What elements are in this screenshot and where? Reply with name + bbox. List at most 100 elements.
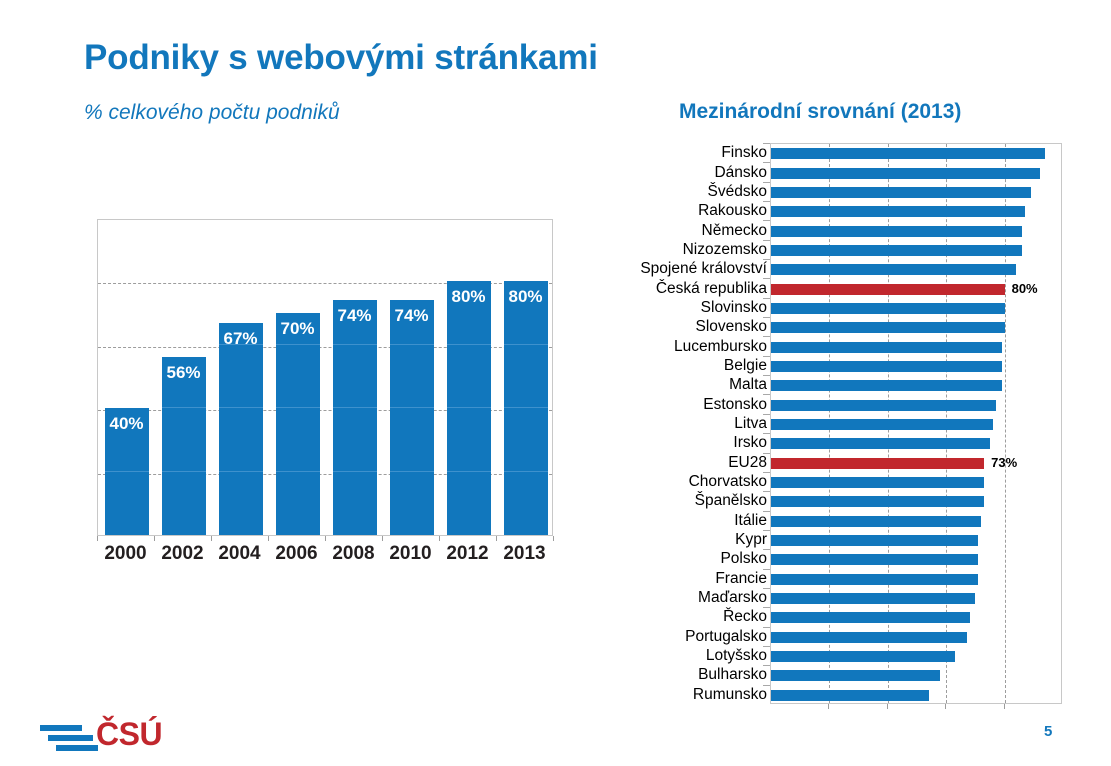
y-axis-tick (763, 297, 770, 299)
bar-column: 74% (389, 220, 434, 535)
y-axis-tick (763, 317, 770, 319)
bar-column: 67% (218, 220, 263, 535)
x-axis-tick (382, 536, 383, 541)
y-axis-tick (763, 433, 770, 435)
bar (771, 593, 976, 605)
x-axis-tick (945, 704, 947, 709)
y-axis-tick (763, 220, 770, 222)
category-label: EU28 (728, 453, 767, 471)
logo-text: ČSÚ (96, 716, 163, 752)
y-axis-tick (763, 549, 770, 551)
bar (771, 186, 1031, 198)
x-axis-tick (154, 536, 155, 541)
bar-inner-gridline (275, 343, 320, 345)
y-axis-tick (763, 336, 770, 338)
gridline (98, 283, 552, 285)
category-label: Česká republika (655, 279, 767, 297)
bar-value-label: 74% (394, 306, 429, 326)
y-axis-tick (763, 239, 770, 241)
bar-inner-gridline (503, 470, 548, 472)
category-label: Dánsko (714, 163, 767, 181)
category-label: Malta (729, 376, 767, 394)
bar (771, 264, 1017, 276)
bar (771, 302, 1005, 314)
bar (771, 477, 985, 489)
x-axis-tick (496, 536, 497, 541)
bar (771, 167, 1040, 179)
category-label: Polsko (720, 550, 767, 568)
bar-inner-gridline (389, 407, 434, 409)
bar-highlighted (771, 457, 985, 469)
bar-inner-gridline (218, 407, 263, 409)
x-axis-label: 2000 (104, 543, 147, 564)
bar: 40% (104, 408, 149, 535)
category-label: Francie (715, 569, 767, 587)
bar-value-label: 80% (1011, 280, 1038, 296)
bar (771, 515, 982, 527)
x-axis-tick (828, 704, 830, 709)
bar-value-label: 74% (337, 306, 372, 326)
international-plot-area (770, 143, 1062, 704)
x-axis-label: 2008 (332, 543, 375, 564)
x-axis-tick (268, 536, 269, 541)
category-label: Rumunsko (692, 685, 767, 703)
bar-inner-gridline (446, 470, 491, 472)
category-label: Litva (734, 415, 767, 432)
bar: 70% (275, 313, 320, 535)
bar-value-label: 80% (508, 287, 543, 307)
bar-inner-gridline (332, 343, 377, 345)
y-axis-tick (763, 510, 770, 512)
bar-inner-gridline (332, 407, 377, 409)
bar-value-label: 80% (451, 287, 486, 307)
bar (771, 496, 985, 508)
bar (771, 651, 955, 663)
right-chart-title: Mezinárodní srovnání (2013) (679, 100, 962, 123)
category-label: Kypr (735, 531, 767, 549)
y-axis-tick (763, 143, 770, 144)
gridline (98, 473, 552, 475)
page-title: Podniky s webovými stránkami (84, 38, 598, 77)
x-axis-label: 2013 (503, 543, 546, 564)
bar-column: 80% (503, 220, 548, 535)
x-axis-tick (211, 536, 212, 541)
international-bar-chart: Finsko Dánsko Švédsko Rakousko Německo Nizoze… (640, 143, 1063, 711)
x-axis-tick (325, 536, 326, 541)
bar-value-label: 56% (166, 363, 201, 383)
y-axis-tick (763, 587, 770, 589)
y-axis-tick (763, 684, 770, 686)
bar (771, 612, 970, 624)
bar: 80% (446, 281, 491, 535)
bar (771, 670, 941, 682)
x-axis-label: 2004 (218, 543, 261, 564)
bar (771, 573, 979, 585)
y-axis-tick (763, 452, 770, 454)
x-axis-tick (886, 704, 888, 709)
bar (771, 419, 993, 430)
y-axis-tick (763, 181, 770, 183)
bar: 74% (389, 300, 434, 535)
bar-inner-gridline (503, 407, 548, 409)
bar: 74% (332, 300, 377, 535)
category-label: Rakousko (698, 202, 767, 220)
category-label: Lotyšsko (705, 647, 767, 665)
category-label: Švédsko (707, 182, 767, 200)
x-axis-label: 2006 (275, 543, 318, 564)
bar (771, 225, 1023, 237)
y-axis-tick (763, 162, 770, 164)
bar-inner-gridline (104, 470, 149, 472)
category-label: Maďarsko (698, 589, 767, 607)
category-label: Portugalsko (685, 627, 767, 645)
category-label: Lucembursko (673, 337, 767, 355)
category-label: Německo (701, 221, 767, 239)
category-label: Řecko (723, 608, 767, 626)
y-axis-tick (763, 665, 770, 667)
category-label: Irsko (733, 434, 767, 452)
bar (771, 380, 1002, 392)
bar-inner-gridline (389, 343, 434, 345)
bar (771, 244, 1023, 256)
bar-inner-gridline (389, 470, 434, 472)
x-axis-tick (97, 536, 98, 541)
bar (771, 360, 1002, 372)
bar-column: 56% (161, 220, 206, 535)
bar-inner-gridline (446, 407, 491, 409)
